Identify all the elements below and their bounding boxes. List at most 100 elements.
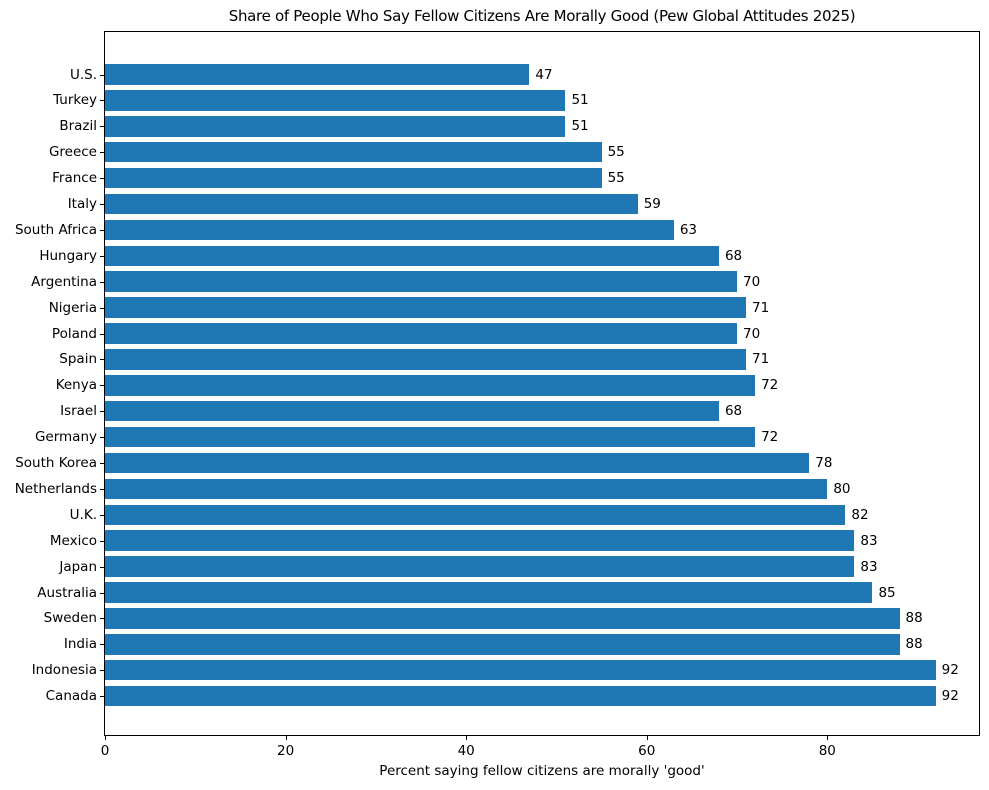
- bar-india: [105, 634, 900, 655]
- x-tick-label: 20: [276, 743, 295, 759]
- y-axis-label: Poland: [51, 325, 97, 342]
- bar-value-label: 47: [535, 66, 553, 83]
- bar-sweden: [105, 608, 900, 629]
- bar-mexico: [105, 530, 855, 551]
- bar-value-label: 80: [833, 480, 851, 497]
- y-axis-label: U.S.: [69, 66, 97, 83]
- bar-value-label: 55: [607, 144, 625, 161]
- x-tick-mark: [646, 736, 648, 740]
- y-tick-mark: [100, 540, 104, 542]
- bar-hungary: [105, 245, 719, 267]
- y-axis-label: Germany: [34, 429, 97, 446]
- y-tick-mark: [100, 566, 104, 568]
- y-tick-mark: [100, 359, 104, 361]
- bar-value-label: 63: [679, 221, 697, 238]
- y-tick-mark: [100, 178, 104, 180]
- y-axis-label: Kenya: [55, 377, 97, 394]
- x-tick-mark: [105, 736, 106, 740]
- y-axis-label: Japan: [59, 558, 97, 575]
- bar-kenya: [105, 375, 756, 396]
- y-tick-mark: [100, 463, 104, 464]
- y-axis-label: Argentina: [31, 273, 97, 290]
- x-tick-mark: [466, 736, 468, 740]
- bar-value-label: 82: [851, 506, 869, 523]
- y-axis-label: France: [52, 170, 97, 187]
- x-tick-label: 40: [457, 743, 475, 759]
- y-axis-label: India: [63, 636, 97, 653]
- y-tick-mark: [100, 333, 104, 335]
- bar-brazil: [105, 116, 566, 137]
- bar-value-label: 78: [815, 455, 833, 471]
- bar-value-label: 55: [607, 170, 625, 187]
- bar-japan: [105, 556, 855, 577]
- bar-value-label: 68: [724, 403, 743, 420]
- bar-france: [105, 167, 602, 189]
- y-axis-label: U.K.: [69, 506, 97, 523]
- y-axis-label: Australia: [37, 584, 97, 601]
- bar-value-label: 51: [571, 118, 589, 135]
- y-axis-label: Canada: [45, 688, 97, 705]
- bar-value-label: 59: [643, 196, 661, 212]
- y-tick-mark: [100, 411, 104, 413]
- bar-netherlands: [105, 478, 828, 500]
- y-axis-label: Netherlands: [14, 480, 97, 497]
- y-axis-label: Spain: [59, 351, 97, 368]
- bar-value-label: 72: [761, 429, 779, 446]
- y-tick-mark: [100, 74, 104, 76]
- y-tick-mark: [100, 696, 104, 698]
- bar-poland: [105, 323, 738, 344]
- y-axis-label: South Africa: [14, 221, 97, 238]
- y-tick-mark: [100, 385, 104, 387]
- y-tick-mark: [100, 255, 104, 257]
- y-axis-label: Israel: [60, 403, 97, 420]
- bar-value-label: 92: [941, 662, 959, 679]
- bar-value-label: 92: [941, 688, 959, 705]
- y-tick-mark: [100, 437, 104, 439]
- bar-value-label: 68: [724, 247, 743, 264]
- bar-greece: [105, 141, 602, 163]
- bar-value-label: 83: [860, 532, 878, 549]
- y-axis-label: Indonesia: [31, 662, 97, 679]
- x-axis-title: Percent saying fellow citizens are moral…: [379, 763, 705, 779]
- bar-value-label: 71: [752, 299, 770, 316]
- y-tick-mark: [100, 488, 104, 490]
- y-tick-mark: [100, 644, 104, 646]
- bar-value-label: 51: [571, 92, 589, 109]
- y-axis-label: Nigeria: [48, 299, 97, 316]
- bar-south-africa: [105, 219, 674, 241]
- x-tick-mark: [827, 736, 829, 740]
- y-tick-mark: [100, 670, 104, 672]
- bar-italy: [105, 193, 638, 215]
- y-axis-label: Mexico: [49, 532, 97, 549]
- bar-indonesia: [105, 659, 936, 681]
- bar-value-label: 72: [761, 377, 779, 394]
- bar-value-label: 88: [905, 610, 923, 627]
- y-tick-mark: [100, 592, 104, 594]
- y-tick-mark: [100, 307, 104, 309]
- bar-value-label: 85: [878, 584, 896, 601]
- bar-germany: [105, 426, 756, 448]
- bar-u-k-: [105, 504, 846, 526]
- x-tick-label: 80: [818, 743, 836, 759]
- y-axis-label: Turkey: [53, 92, 97, 109]
- bar-value-label: 71: [752, 351, 770, 368]
- y-tick-mark: [100, 618, 104, 620]
- bar-value-label: 83: [860, 558, 878, 575]
- bar-argentina: [105, 271, 738, 292]
- y-axis-label: Hungary: [39, 247, 97, 264]
- bar-australia: [105, 582, 873, 603]
- y-tick-mark: [100, 204, 104, 205]
- y-axis-label: Brazil: [59, 118, 97, 135]
- y-axis-label: Italy: [67, 196, 97, 212]
- y-tick-mark: [100, 229, 104, 231]
- plot-area: 47 51 51 55 55 59 63 68 70 71 70 71 72 68 72 78 80 82 83 83…: [104, 31, 980, 736]
- x-tick-label: 0: [100, 743, 110, 759]
- bar-south-korea: [105, 452, 810, 474]
- y-tick-mark: [100, 100, 104, 102]
- bar-turkey: [105, 90, 566, 111]
- y-tick-mark: [100, 514, 104, 516]
- x-tick-label: 60: [638, 743, 656, 759]
- y-axis-label: South Korea: [15, 455, 97, 471]
- y-axis-label: Sweden: [43, 610, 97, 627]
